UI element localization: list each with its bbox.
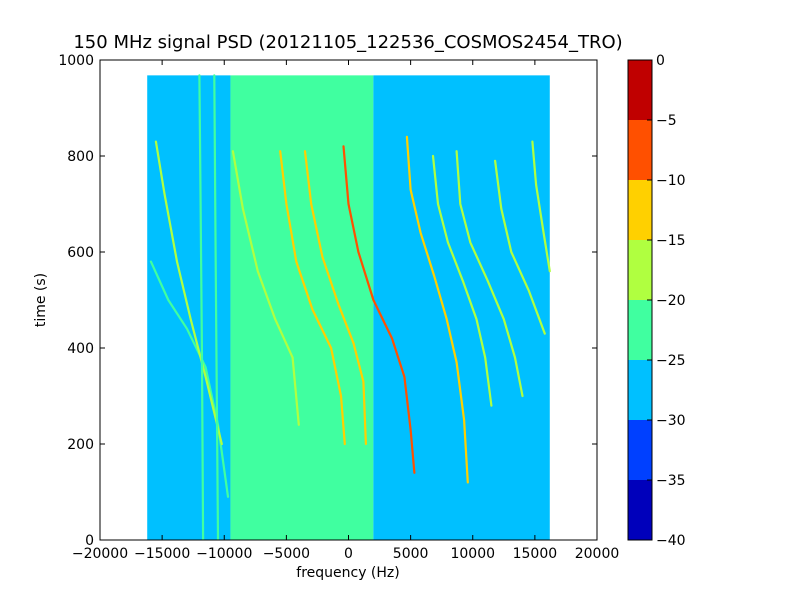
signal-trace-12: [198, 74, 205, 540]
colorbar-segment: [628, 480, 652, 540]
colorbar-segment: [628, 360, 652, 420]
y-axis-label: time (s): [33, 273, 49, 327]
colorbar-segment: [628, 420, 652, 480]
x-tick-label: 0: [344, 546, 353, 562]
colorbar-tick-label: −30: [656, 413, 686, 429]
chart-title: 150 MHz signal PSD (20121105_122536_COSM…: [73, 32, 622, 53]
y-tick-label: 1000: [58, 53, 94, 69]
signal-trace-1: [154, 140, 223, 446]
x-tick-label: 15000: [513, 546, 558, 562]
heatmap-band-2: [373, 75, 550, 540]
signal-trace-7: [405, 135, 469, 484]
signal-trace-8: [431, 154, 493, 407]
colorbar: −40 −35 −30 −25 −20 −15 −10 −5 0: [627, 53, 686, 549]
signal-trace-4: [279, 150, 346, 446]
signal-trace-9: [455, 150, 524, 398]
signal-trace-2: [231, 150, 300, 426]
y-tick-label: 600: [67, 245, 94, 261]
x-tick-label: −15000: [134, 546, 190, 562]
heatmap-layer: [147, 74, 551, 540]
colorbar-segment: [628, 240, 652, 300]
colorbar-tick-label: −40: [656, 533, 686, 549]
colorbar-tick-label: −15: [656, 233, 686, 249]
colorbar-tick-label: −20: [656, 293, 686, 309]
signal-trace-5: [303, 150, 367, 446]
y-tick-label: 200: [67, 437, 94, 453]
colorbar-tick-label: 0: [656, 53, 665, 69]
colorbar-segment: [628, 180, 652, 240]
y-tick-label: 0: [85, 533, 94, 549]
signal-trace-13: [213, 74, 220, 540]
signal-trace-10: [494, 159, 546, 335]
colorbar-tick-label: −35: [656, 473, 686, 489]
x-tick-label: −5000: [263, 546, 310, 562]
x-axis: −20000 −15000 −10000 −5000 0 5000 10000 15000 20…: [72, 60, 619, 562]
colorbar-segment: [628, 300, 652, 360]
y-tick-label: 800: [67, 149, 94, 165]
x-tick-label: 5000: [393, 546, 429, 562]
signal-trace-6: [342, 145, 416, 474]
x-tick-label: −10000: [196, 546, 252, 562]
signal-trace-11: [531, 140, 551, 273]
x-tick-label: 10000: [450, 546, 495, 562]
colorbar-tick-label: −25: [656, 353, 686, 369]
x-tick-label: −20000: [72, 546, 128, 562]
colorbar-tick-label: −10: [656, 173, 686, 189]
colorbar-segment: [628, 60, 652, 120]
colorbar-tick-label: −5: [656, 113, 677, 129]
y-tick-label: 400: [67, 341, 94, 357]
x-tick-label: 20000: [575, 546, 620, 562]
signal-trace-3: [260, 202, 324, 446]
colorbar-segment: [628, 120, 652, 180]
x-axis-label: frequency (Hz): [296, 565, 399, 581]
heatmap-band-1: [230, 75, 374, 540]
y-axis: 0 200 400 600 800 1000: [58, 53, 597, 549]
